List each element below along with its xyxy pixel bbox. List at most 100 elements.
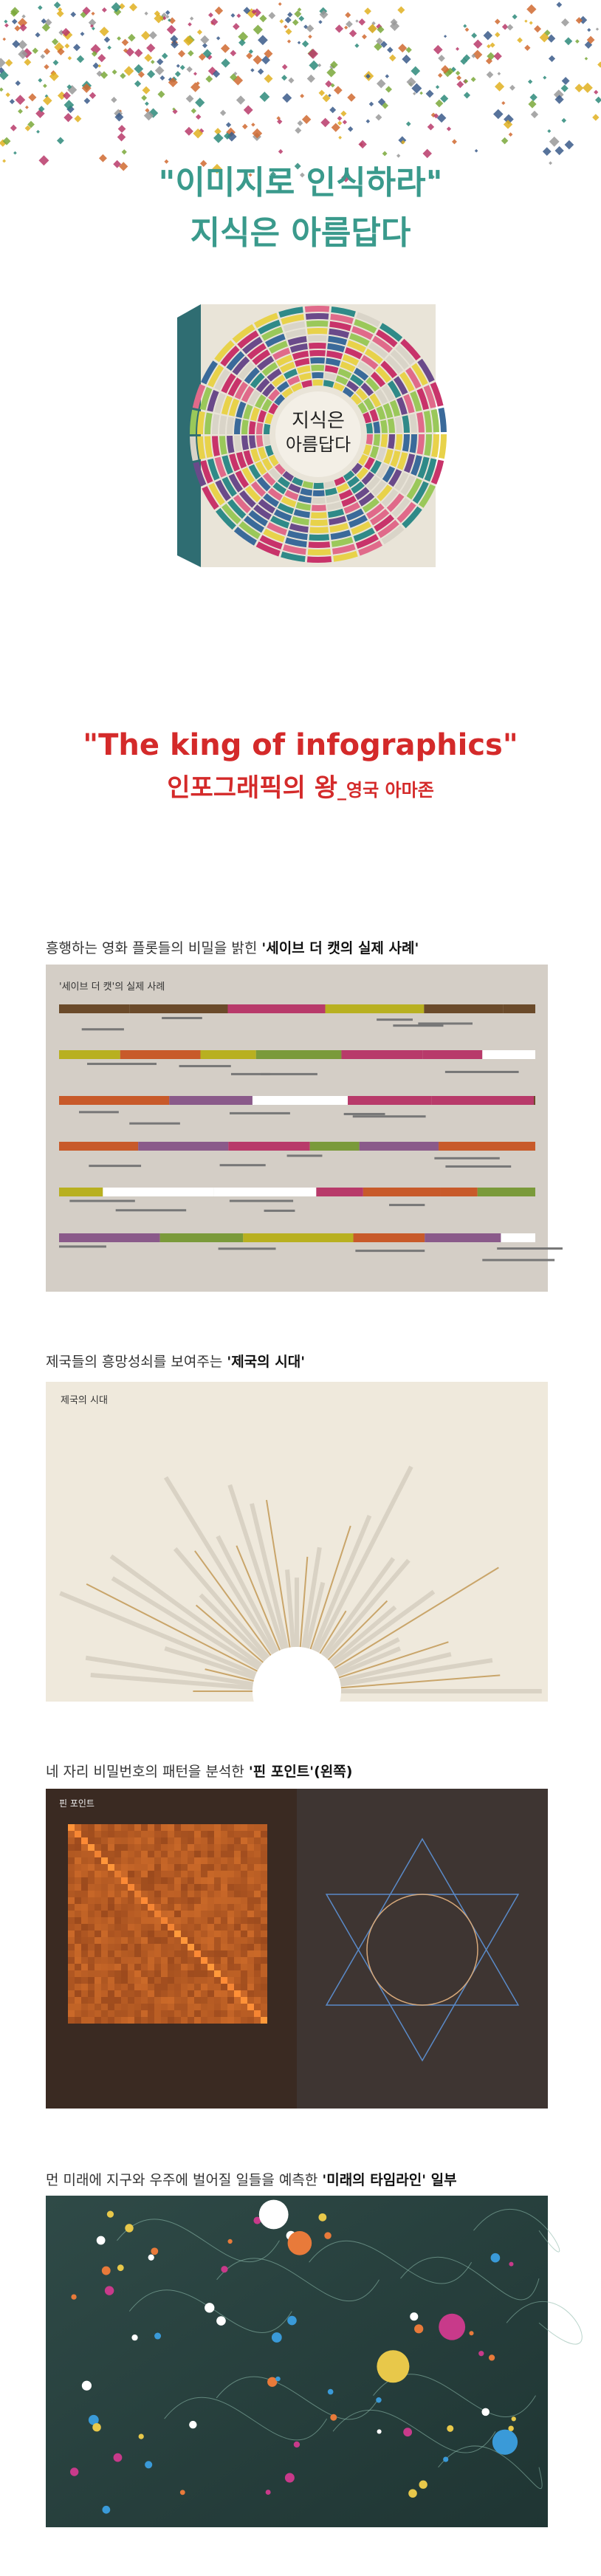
mosaic-tile [376, 37, 383, 45]
heat-cell [201, 1871, 207, 1877]
cover-segment [403, 453, 416, 473]
cover-segment [250, 407, 260, 422]
heat-cell [221, 1884, 227, 1891]
heat-cell [81, 1950, 88, 1957]
mosaic-tile [238, 31, 249, 42]
heat-cell [148, 1917, 154, 1924]
heat-cell [207, 1924, 214, 1931]
cover-segment [327, 343, 346, 353]
cover-segment [301, 380, 313, 388]
cover-segment [356, 312, 381, 327]
heat-cell [148, 1977, 154, 1984]
heat-cell [148, 1824, 154, 1831]
cover-segment [284, 537, 307, 548]
heat-cell [241, 1944, 247, 1950]
heat-cell [141, 1950, 148, 1957]
heat-cell [234, 1937, 241, 1944]
cover-segment [323, 380, 334, 388]
mosaic-tile [330, 61, 338, 69]
heat-cell [101, 1997, 108, 2004]
plot-bar [422, 1050, 483, 1059]
heat-cell [188, 1911, 194, 1917]
heat-cell [108, 1957, 114, 1964]
mosaic-tile [318, 20, 323, 24]
heat-cell [188, 1871, 194, 1877]
heat-cell [108, 1990, 114, 1997]
mosaic-tile [120, 72, 126, 79]
heat-cell [214, 1937, 221, 1944]
heat-cell [161, 1891, 168, 1897]
cover-segment [351, 326, 374, 340]
heat-cell [241, 2010, 247, 2017]
cover-segment [267, 487, 284, 501]
image-title: 핀 포인트 [59, 1798, 95, 1809]
heat-cell [108, 1904, 114, 1911]
plot-bar [138, 1142, 229, 1151]
heat-cell [81, 1964, 88, 1970]
heat-cell [68, 1857, 75, 1864]
timeline-node [275, 2376, 281, 2382]
mosaic-tile [196, 29, 203, 35]
heat-cell [207, 1897, 214, 1904]
fan-line [320, 1557, 396, 1657]
mosaic-tile [117, 36, 122, 41]
mosaic-tile [179, 64, 185, 70]
plot-note [264, 1209, 295, 1212]
mosaic-tile [564, 140, 574, 150]
heat-cell [214, 2010, 221, 2017]
heat-cell [214, 1917, 221, 1924]
heat-cell [261, 1997, 267, 2004]
header-title: 지식은 아름답다 [190, 214, 411, 252]
mosaic-tile [526, 4, 537, 15]
heat-cell [114, 1937, 121, 1944]
heat-cell [241, 1911, 247, 1917]
heat-cell [174, 1944, 181, 1950]
heat-cell [207, 1824, 214, 1831]
mosaic-tile [221, 58, 230, 68]
timeline-node [227, 2238, 233, 2244]
heat-cell [121, 1977, 128, 1984]
heat-cell [261, 1871, 267, 1877]
cover-segment [282, 470, 295, 482]
timeline-node [179, 2490, 185, 2496]
heat-cell [88, 1957, 95, 1964]
section-caption: 제국들의 흥망성쇠를 보여주는 '제국의 시대' [46, 1354, 305, 1370]
heat-cell [207, 1984, 214, 1990]
heat-cell [81, 1857, 88, 1864]
heat-cell [95, 1964, 101, 1970]
mosaic-tile [144, 101, 149, 106]
mosaic-tile [527, 79, 533, 84]
heat-cell [128, 1851, 134, 1857]
mosaic-tile [438, 55, 445, 62]
heat-cell [121, 1897, 128, 1904]
cover-segment [264, 413, 274, 425]
heat-cell [81, 1831, 88, 1837]
heat-cell [221, 2004, 227, 2010]
timeline-node [81, 2380, 92, 2391]
heat-cell [181, 1911, 188, 1917]
timeline-node [125, 2224, 134, 2233]
cover-segment [306, 556, 332, 563]
heat-cell [207, 1944, 214, 1950]
caption-highlight: '제국의 시대' [227, 1354, 305, 1370]
heat-cell [234, 1950, 241, 1957]
heat-cell [207, 1857, 214, 1864]
heat-cell [188, 1964, 194, 1970]
cover-segment [270, 515, 290, 529]
cover-segment [430, 408, 439, 433]
plot-note [355, 1250, 425, 1253]
cover-segment [326, 350, 343, 360]
cover-segment [373, 421, 380, 434]
heat-cell [207, 1831, 214, 1837]
heat-cell [181, 1851, 188, 1857]
mosaic-tile [464, 78, 469, 84]
cover-segment [329, 321, 352, 332]
heat-cell [161, 1977, 168, 1984]
heat-cell [207, 2004, 214, 2010]
cover-segment [351, 394, 363, 405]
heat-cell [154, 1911, 161, 1917]
plot-bar [255, 1050, 342, 1059]
heat-cell [95, 1931, 101, 1937]
fan-line [111, 1576, 261, 1671]
heat-cell [121, 1857, 128, 1864]
